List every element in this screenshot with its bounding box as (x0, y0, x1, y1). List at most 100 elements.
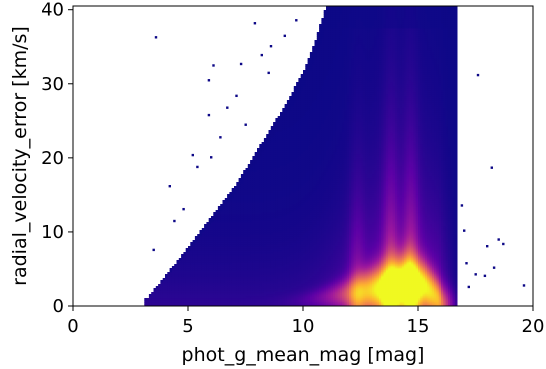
density-bin (257, 230, 260, 233)
density-bin (280, 272, 283, 275)
density-bin (243, 240, 246, 243)
density-bin (250, 240, 253, 243)
density-bin (220, 288, 223, 291)
density-bin (247, 234, 251, 237)
density-bin (275, 166, 279, 169)
density-bin (282, 196, 285, 199)
density-bin (284, 130, 288, 133)
density-bin (222, 278, 226, 281)
density-bin (266, 276, 269, 279)
density-bin (153, 296, 157, 299)
density-bin (268, 138, 272, 141)
density-bin (190, 252, 193, 255)
density-bin (266, 288, 269, 291)
density-bin (257, 252, 260, 255)
density-bin (257, 164, 260, 167)
density-bin (273, 130, 276, 133)
density-bin (183, 254, 187, 257)
density-bin (215, 286, 219, 289)
density-bin (282, 140, 285, 143)
density-bin (245, 204, 249, 207)
density-bin (286, 280, 290, 283)
density-bin (286, 218, 290, 221)
density-bin (231, 204, 235, 207)
density-bin (227, 286, 230, 289)
density-bin (275, 136, 279, 139)
density-bin (259, 274, 262, 277)
density-bin (188, 254, 191, 257)
density-bin (148, 296, 152, 299)
density-bin (263, 298, 267, 301)
density-bin (254, 180, 258, 183)
density-bin (194, 248, 198, 251)
density-bin (211, 270, 214, 273)
density-bin (259, 222, 262, 225)
density-bin (263, 242, 267, 245)
density-bin (229, 226, 233, 229)
density-bin (252, 288, 256, 291)
density-bin (229, 222, 233, 225)
density-bin (247, 252, 251, 255)
density-bin (236, 232, 239, 235)
density-bin (165, 284, 168, 287)
density-bin (208, 266, 212, 269)
density-bin (282, 290, 285, 293)
density-bin (254, 294, 258, 297)
density-bin (259, 254, 262, 257)
density-bin (261, 188, 265, 191)
density-bin (243, 194, 246, 197)
density-bin (176, 294, 180, 297)
density-bin (252, 174, 256, 177)
density-bin (236, 294, 239, 297)
density-bin (215, 268, 219, 271)
density-bin (224, 302, 228, 305)
density-bin (183, 260, 187, 263)
density-bin (192, 256, 196, 259)
density-bin (266, 140, 269, 143)
density-bin (234, 234, 237, 237)
density-bin (222, 216, 226, 219)
density-bin (220, 284, 223, 287)
density-bin (261, 152, 265, 155)
density-bin (231, 196, 235, 199)
density-bin (227, 216, 230, 219)
density-bin (275, 130, 279, 133)
density-bin (243, 216, 246, 219)
density-bin (266, 168, 269, 171)
density-bin (263, 172, 267, 175)
density-bin (259, 268, 262, 271)
density-bin (213, 212, 216, 215)
density-bin (275, 256, 279, 259)
density-bin (217, 286, 221, 289)
density-bin (231, 212, 235, 215)
density-bin (282, 256, 285, 259)
density-bin (176, 298, 180, 301)
density-bin (286, 192, 290, 195)
density-bin (266, 296, 269, 299)
density-bin (252, 278, 256, 281)
density-bin (275, 296, 279, 299)
density-bin (213, 246, 216, 249)
density-bin (257, 232, 260, 235)
density-bin (222, 204, 226, 207)
density-bin (231, 190, 235, 193)
density-bin (254, 256, 258, 259)
density-bin (268, 206, 272, 209)
density-bin (282, 296, 285, 299)
density-bin (268, 170, 272, 173)
density-bin (282, 190, 285, 193)
density-bin (201, 250, 205, 253)
density-bin (282, 254, 285, 257)
density-bin (192, 266, 196, 269)
density-bin (222, 246, 226, 249)
density-bin (257, 214, 260, 217)
density-bin (204, 270, 207, 273)
density-bin (245, 168, 249, 171)
density-bin (222, 288, 226, 291)
density-bin (270, 284, 274, 287)
density-bin (236, 234, 239, 237)
density-bin (275, 252, 279, 255)
density-bin (257, 166, 260, 169)
density-bin (257, 300, 260, 303)
density-bin (224, 256, 228, 259)
